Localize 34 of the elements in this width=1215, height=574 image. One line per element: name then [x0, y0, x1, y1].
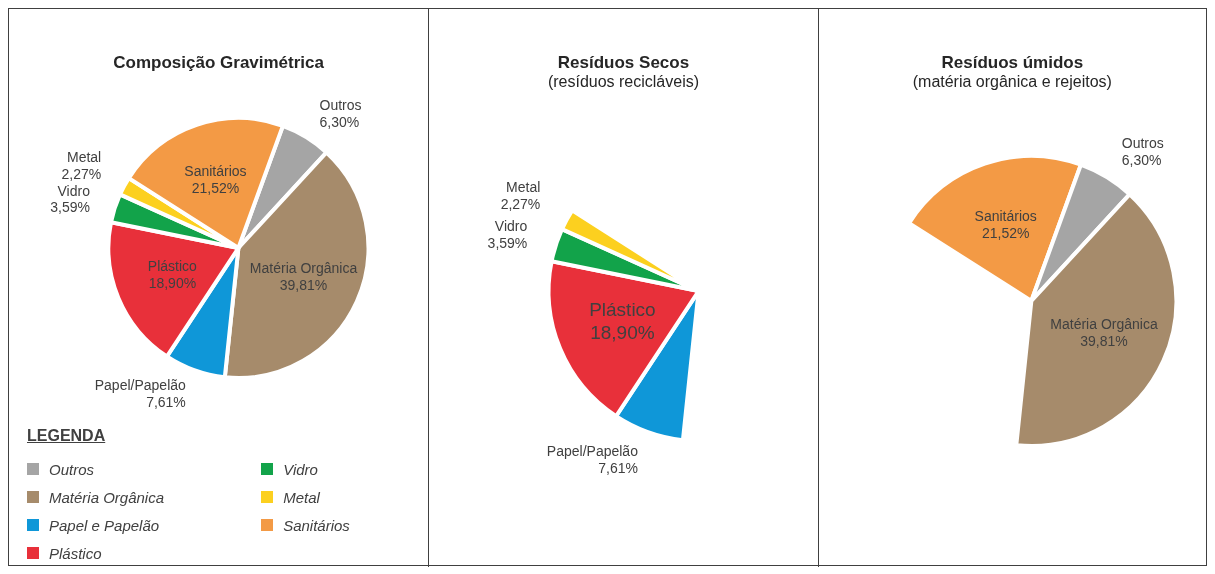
chart-subtitle: (matéria orgânica e rejeitos): [911, 73, 1113, 91]
slice-label: Plástico: [589, 299, 656, 321]
legend-label: Vidro: [282, 459, 319, 480]
data-label: Metal 2,27%: [61, 148, 102, 182]
chart-title: Resíduos Secos: [556, 53, 691, 73]
data-label: 3,59%: [487, 234, 528, 251]
chart-title: Composição Gravimétrica: [112, 53, 325, 73]
data-label: Vidro 3,59%: [50, 182, 91, 216]
legend-label: Papel e Papelão: [48, 515, 161, 536]
slice-label: Outros: [1121, 134, 1164, 151]
data-label: Outros 6,30%: [319, 97, 362, 130]
chart-title: Resíduos úmidos: [940, 53, 1085, 73]
data-label: Matéria Orgânica 39,81%: [249, 259, 358, 293]
data-label: 21,52%: [981, 224, 1030, 241]
chart-subtitle: (resíduos recicláveis): [546, 73, 701, 91]
legend-label: Sanitários: [282, 515, 351, 536]
data-label: 39,81%: [1079, 332, 1128, 349]
slice-label: Matéria Orgânica: [1049, 316, 1158, 333]
data-label: 7,61%: [598, 459, 639, 476]
slice-label: Vidro: [495, 217, 528, 234]
slice-label: Sanitários: [974, 207, 1037, 224]
data-label: 18,90%: [590, 322, 656, 344]
legend-label: Outros: [48, 459, 95, 480]
legend-label: Plástico: [48, 543, 103, 564]
slice-label: Metal: [506, 178, 541, 195]
data-label: Sanitários 21,52%: [184, 162, 247, 196]
data-label: Plástico 18,90%: [147, 257, 198, 291]
legend-title: LEGENDA: [27, 427, 107, 445]
data-label: Papel/Papelão 7,61%: [94, 377, 187, 410]
legend-label: Matéria Orgânica: [48, 487, 166, 508]
legend-label: Metal: [282, 487, 321, 508]
slice-label: Papel/Papelão: [547, 442, 639, 459]
data-label: 6,30%: [1121, 151, 1162, 168]
data-label: 2,27%: [500, 195, 541, 212]
